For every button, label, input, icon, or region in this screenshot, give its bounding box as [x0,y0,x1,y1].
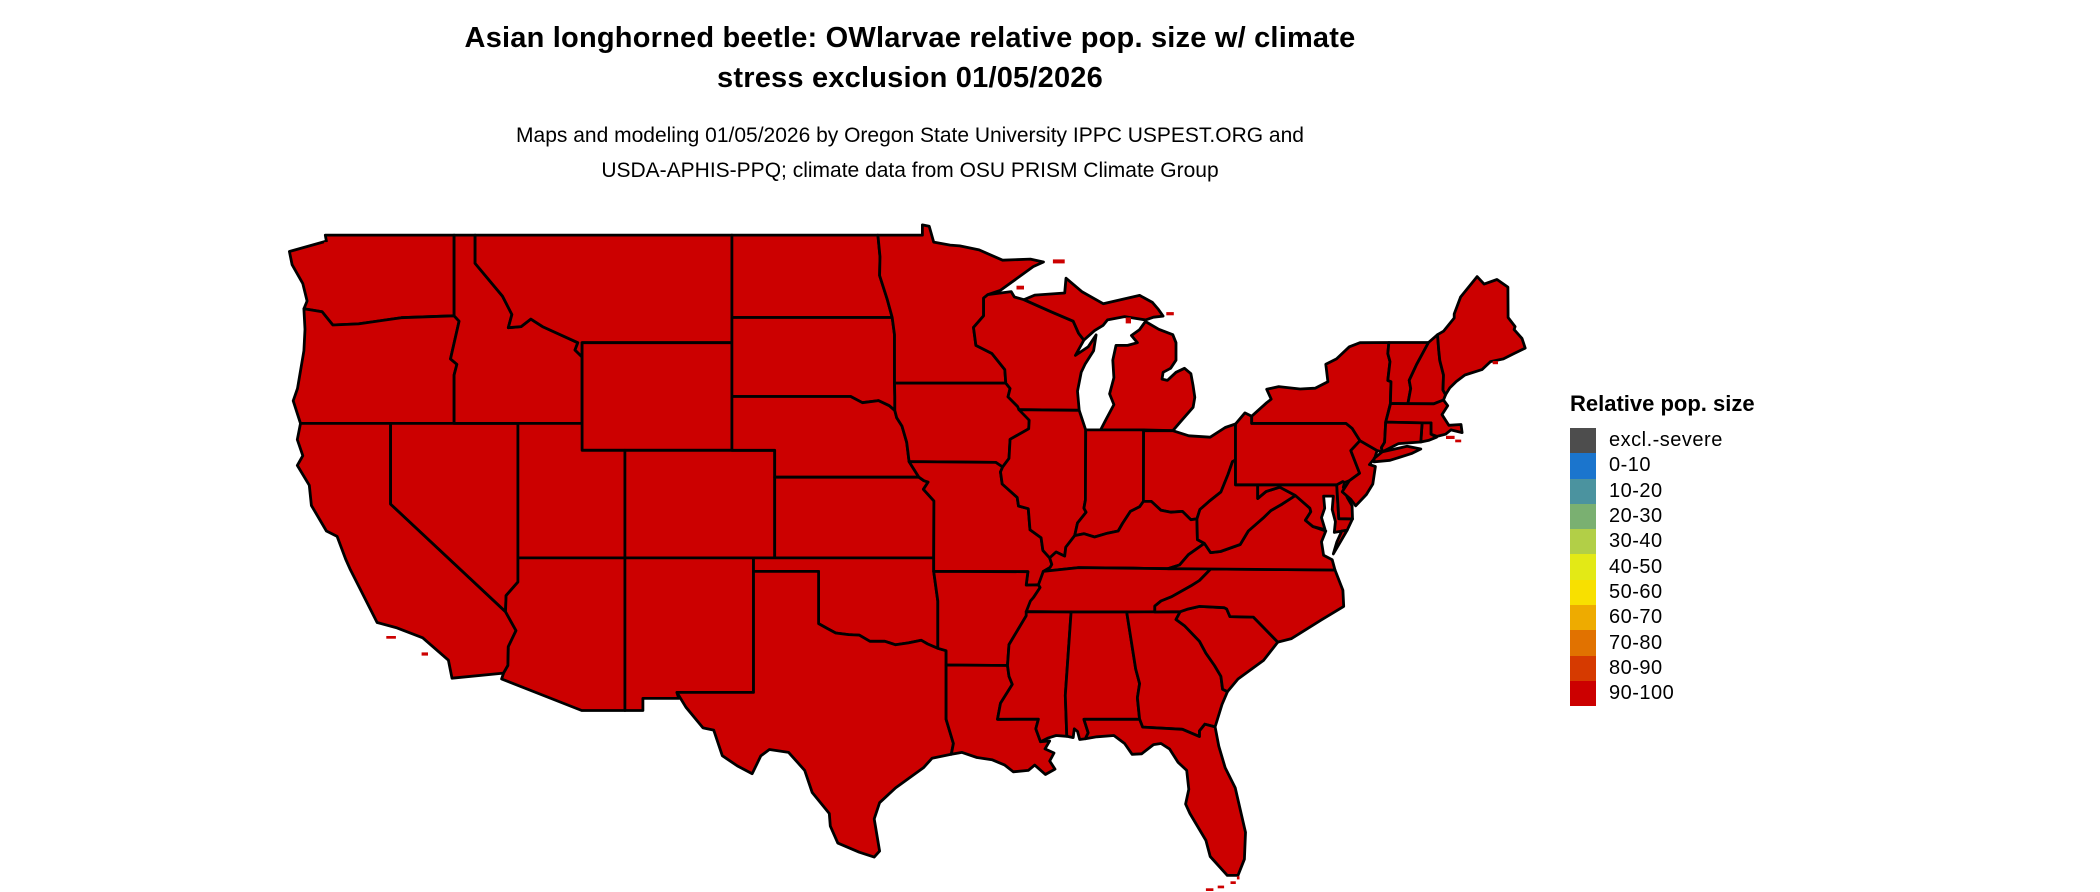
legend-item: excl.-severe [1570,428,1755,454]
state-mil [1099,320,1197,433]
island-patch [1205,888,1214,891]
legend-item: 50-60 [1570,579,1755,606]
figure-title-line2: stress exclusion 01/05/2026 [717,62,1103,94]
legend-item: 20-30 [1570,503,1755,530]
legend-item: 90-100 [1570,680,1755,707]
island-patch [421,652,428,656]
island-patch [1217,885,1225,889]
figure-subtitle-line1: Maps and modeling 01/05/2026 by Oregon S… [516,124,1304,147]
figure-title: Asian longhorned beetle: OWlarvae relati… [180,18,1640,98]
state-fl [1082,717,1247,877]
state-nd [730,233,894,319]
legend-label: 30-40 [1609,530,1663,553]
legend-label: 50-60 [1609,580,1663,603]
legend-item: 80-90 [1570,655,1755,681]
state-wi [972,290,1098,412]
state-me [1436,275,1527,397]
legend-swatch [1570,428,1596,454]
legend-title: Relative pop. size [1570,391,1755,416]
legend-label: 70-80 [1609,631,1663,654]
state-md [1256,483,1354,534]
legend-label: 60-70 [1609,606,1663,629]
legend-label: 10-20 [1609,479,1663,502]
island-patch [1052,259,1065,264]
legend-item: 70-80 [1570,630,1755,656]
island-patch [1166,312,1174,316]
legend-item: 10-20 [1570,478,1755,504]
state-co [623,448,777,560]
island-patch [1230,881,1236,884]
state-vaes [1331,528,1349,556]
legend-label: 90-100 [1609,682,1675,705]
legend-label: 20-30 [1609,505,1663,528]
legend-label: 0-10 [1609,454,1652,477]
figure-subtitle-line2: USDA-APHIS-PPQ; climate data from OSU PR… [601,159,1219,182]
figure-title-line1: Asian longhorned beetle: OWlarvae relati… [464,22,1356,54]
legend-swatch [1570,605,1596,631]
state-tx [675,570,955,859]
legend: Relative pop. size excl.-severe 0-10 10-… [1570,391,1755,707]
state-ks [773,475,936,560]
legend-swatch [1570,478,1596,504]
figure-subtitle: Maps and modeling 01/05/2026 by Oregon S… [180,118,1640,188]
state-miu [1022,276,1165,342]
island-patch [1492,361,1498,365]
legend-label: 40-50 [1609,555,1663,578]
island-patch [1236,876,1240,880]
legend-swatch [1570,655,1596,681]
state-az [500,556,627,712]
island-patch [331,243,336,254]
legend-swatch [1570,503,1596,530]
state-or [291,307,461,425]
legend-label: 80-90 [1609,656,1663,679]
legend-item: 30-40 [1570,529,1755,555]
legend-swatch [1570,579,1596,606]
state-ct [1380,420,1424,454]
island-patch [1125,317,1131,324]
legend-swatch [1570,453,1596,479]
island-patch [1016,285,1024,290]
island-patch [1455,439,1462,443]
legend-swatch [1570,680,1596,707]
state-wy [580,341,734,452]
legend-label: excl.-severe [1609,429,1723,452]
legend-swatch [1570,630,1596,656]
legend-item: 0-10 [1570,453,1755,479]
island-patch [324,242,332,248]
island-patch [1446,435,1455,439]
legend-swatch [1570,529,1596,555]
legend-item: 60-70 [1570,605,1755,631]
state-nc [1153,567,1346,644]
state-li [1372,444,1423,464]
island-patch [386,636,396,639]
legend-swatch [1570,554,1596,580]
state-nm [623,556,755,712]
legend-item: 40-50 [1570,554,1755,580]
